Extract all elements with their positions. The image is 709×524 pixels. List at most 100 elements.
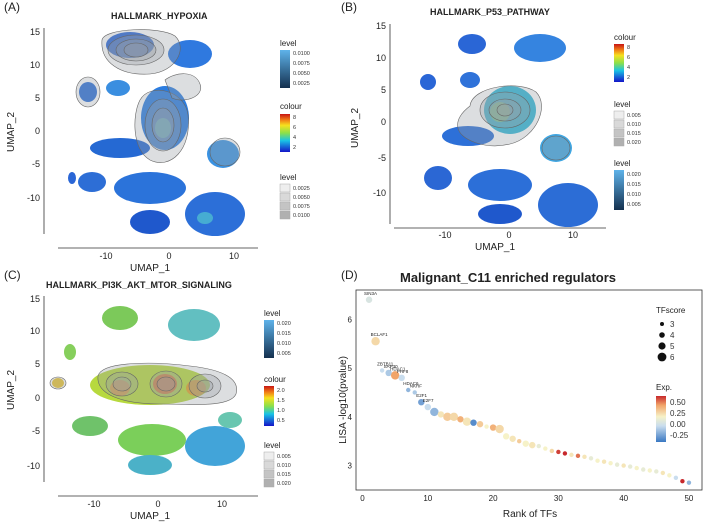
tick-label: 20: [489, 494, 498, 503]
legend-tick: 0.010: [627, 192, 641, 198]
cluster: [484, 86, 536, 134]
tick-label: 0: [166, 251, 171, 261]
tick-label: 10: [30, 60, 40, 70]
cluster: [218, 412, 242, 428]
tf-point: [608, 460, 613, 466]
cluster: [207, 140, 239, 168]
cluster: [64, 344, 76, 360]
panel-d-points: [365, 296, 692, 485]
panel-a-title: HALLMARK_HYPOXIA: [111, 11, 208, 21]
contour: [541, 135, 571, 161]
tf-point: [529, 441, 536, 449]
cluster: [478, 204, 522, 224]
legend-size-key: [660, 322, 664, 326]
legend-key: [279, 192, 291, 202]
tf-point: [575, 453, 581, 459]
tf-point: [462, 417, 472, 426]
tf-point: [601, 459, 607, 464]
tick-label: 30: [554, 494, 563, 503]
tf-point: [569, 452, 574, 458]
panel-d-size-legend: TFscore 3 4 5 6: [656, 306, 686, 362]
cluster: [490, 102, 510, 122]
legend-tick: 0.0025: [293, 81, 310, 87]
panel-b-title: HALLMARK_P53_PATHWAY: [430, 7, 550, 17]
tf-label: SAP30: [384, 364, 399, 369]
contour: [488, 98, 522, 122]
legend-tick: 5: [670, 342, 675, 351]
cluster: [424, 166, 452, 190]
tf-point: [654, 469, 659, 474]
legend-title: Exp.: [656, 383, 672, 392]
legend-tick: 4: [670, 331, 675, 340]
tf-label: E2F7: [423, 398, 434, 403]
panel-c-legend-colour: colour 2.0 1.5 1.0 0.5: [264, 375, 286, 426]
contour: [115, 38, 157, 62]
panel-b-yticks: 15 10 5 0 -5 -10: [373, 21, 386, 198]
legend-key: [263, 478, 275, 488]
legend-tick: 0.015: [277, 472, 291, 478]
legend-key: [263, 469, 275, 479]
cluster: [118, 424, 186, 456]
tf-point: [457, 416, 464, 423]
tick-label: 10: [217, 499, 227, 509]
panel-d-plot-area: [355, 289, 703, 491]
legend-tick: 0.0075: [293, 61, 310, 67]
tf-label: NKRF: [410, 383, 423, 388]
tf-point: [385, 369, 392, 377]
tf-point: [379, 368, 385, 373]
legend-tick: 1.0: [277, 408, 285, 414]
legend-colorbar: [656, 396, 666, 442]
tick-label: 0: [360, 494, 365, 503]
legend-title: colour: [280, 102, 302, 111]
legend-tick: 0.020: [277, 481, 291, 487]
panel-c-umap-points: [52, 306, 245, 475]
cluster: [197, 212, 213, 224]
tf-point: [621, 463, 626, 468]
legend-tick: 0.0050: [293, 71, 310, 77]
cluster: [72, 416, 108, 436]
legend-tick: 2.0: [277, 388, 285, 394]
tick-label: -10: [373, 188, 386, 198]
contour: [479, 91, 531, 129]
tick-label: -10: [27, 193, 40, 203]
x-axis-label: UMAP_1: [130, 511, 170, 522]
tick-label: -10: [87, 499, 100, 509]
y-axis-label: UMAP_2: [6, 112, 17, 152]
tick-label: 3: [348, 462, 353, 471]
cluster: [110, 380, 130, 396]
tf-label: SIN3A: [364, 291, 377, 296]
legend-tick: 1.5: [277, 398, 285, 404]
cluster: [106, 80, 130, 96]
tf-point: [614, 462, 620, 467]
tf-point: [430, 407, 439, 417]
tf-point: [667, 473, 672, 478]
legend-tick: 0.020: [277, 321, 291, 327]
legend-key: [263, 451, 275, 461]
x-axis-label: UMAP_1: [130, 263, 170, 274]
contour: [496, 103, 514, 117]
tick-label: 6: [348, 315, 353, 324]
tf-point: [398, 374, 405, 382]
tf-point: [502, 433, 510, 440]
contour: [209, 137, 241, 167]
cluster: [153, 374, 177, 394]
panel-c-xticks: -10 0 10: [87, 499, 227, 509]
panel-b-legend-colour: colour 8 6 4 2: [614, 33, 636, 82]
tf-point: [365, 296, 373, 303]
tick-label: 5: [381, 85, 386, 95]
tf-point: [517, 439, 522, 444]
panel-c: -10 0 10 15 10 5 0 -5 -10 UMAP_1 UMAP_2 …: [6, 294, 291, 522]
panel-a-xticks: -10 0 10: [99, 251, 239, 261]
contour: [144, 98, 182, 152]
cluster: [168, 309, 220, 341]
legend-tick: 0.010: [277, 463, 291, 469]
contour: [164, 73, 202, 101]
legend-tick: 0.00: [670, 420, 686, 429]
panel-d-xticks: 0 10 20 30 40 50: [360, 494, 694, 503]
tf-point: [543, 446, 548, 451]
legend-tick: 2: [627, 75, 630, 81]
legend-title: level: [280, 39, 297, 48]
tf-point: [641, 467, 646, 472]
